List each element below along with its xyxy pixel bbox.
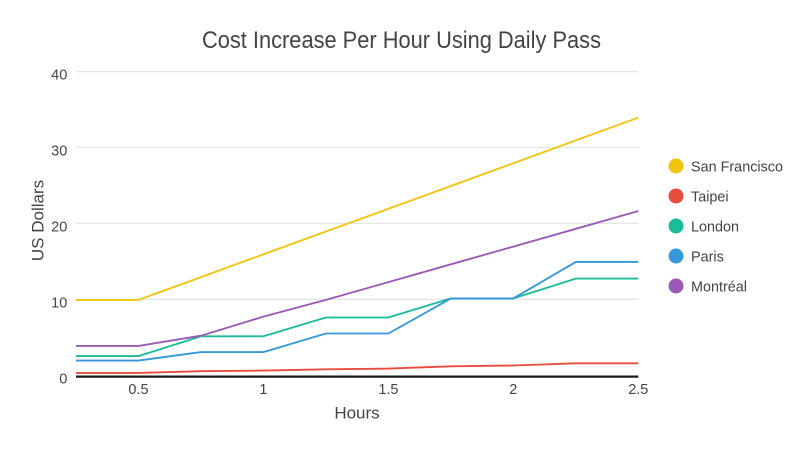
svg-text:San Francisco: San Francisco	[691, 160, 783, 176]
svg-text:Hours: Hours	[334, 404, 379, 423]
svg-text:10: 10	[51, 295, 67, 311]
svg-text:Paris: Paris	[691, 250, 724, 266]
svg-text:2.5: 2.5	[628, 382, 648, 398]
svg-text:Taipei: Taipei	[691, 190, 729, 206]
svg-text:US Dollars: US Dollars	[29, 180, 48, 261]
svg-text:30: 30	[51, 143, 67, 159]
svg-text:1: 1	[259, 382, 267, 398]
svg-text:0.5: 0.5	[128, 382, 148, 398]
svg-text:0: 0	[59, 371, 67, 387]
svg-text:2: 2	[509, 382, 517, 398]
svg-text:20: 20	[51, 219, 67, 235]
svg-text:Cost Increase Per Hour Using D: Cost Increase Per Hour Using Daily Pass	[202, 27, 601, 54]
svg-text:London: London	[691, 220, 739, 236]
svg-text:40: 40	[51, 67, 67, 83]
svg-text:1.5: 1.5	[378, 382, 398, 398]
svg-text:Montréal: Montréal	[691, 280, 747, 296]
